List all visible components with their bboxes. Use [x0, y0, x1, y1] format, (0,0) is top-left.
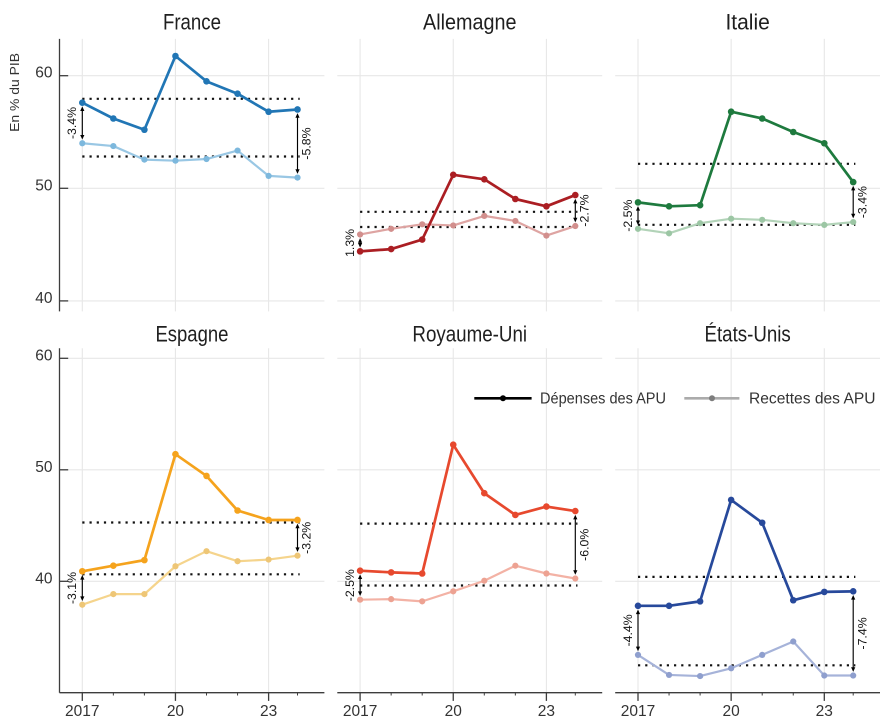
svg-text:-6.0%: -6.0%: [578, 529, 592, 561]
svg-text:50: 50: [35, 459, 53, 476]
svg-text:50: 50: [35, 177, 53, 194]
svg-text:60: 60: [35, 65, 53, 82]
svg-text:-3.4%: -3.4%: [855, 186, 869, 218]
svg-text:-5.8%: -5.8%: [300, 127, 314, 159]
svg-text:États-Unis: États-Unis: [705, 322, 791, 347]
svg-text:2017: 2017: [343, 703, 377, 720]
svg-text:40: 40: [35, 290, 53, 307]
svg-text:Dépenses des APU: Dépenses des APU: [540, 391, 666, 408]
svg-text:23: 23: [538, 703, 555, 720]
svg-text:-2.5%: -2.5%: [343, 569, 357, 601]
svg-text:20: 20: [445, 703, 463, 720]
svg-text:40: 40: [35, 570, 53, 587]
svg-text:Italie: Italie: [725, 9, 769, 34]
svg-text:1.3%: 1.3%: [343, 229, 357, 257]
svg-text:Royaume-Uni: Royaume-Uni: [412, 322, 527, 347]
svg-text:2017: 2017: [621, 703, 655, 720]
svg-text:23: 23: [260, 703, 277, 720]
svg-text:-4.4%: -4.4%: [621, 614, 635, 646]
svg-text:20: 20: [723, 703, 741, 720]
svg-text:Espagne: Espagne: [155, 322, 228, 347]
svg-text:En % du PIB: En % du PIB: [7, 53, 22, 132]
svg-text:60: 60: [35, 347, 53, 364]
svg-text:20: 20: [167, 703, 185, 720]
svg-text:-3.2%: -3.2%: [300, 522, 314, 554]
svg-text:Recettes des APU: Recettes des APU: [749, 391, 876, 408]
svg-text:France: France: [163, 9, 221, 34]
svg-text:23: 23: [816, 703, 833, 720]
svg-text:-3.4%: -3.4%: [65, 107, 79, 139]
svg-text:-2.7%: -2.7%: [578, 194, 592, 226]
svg-text:-7.4%: -7.4%: [855, 617, 869, 649]
svg-text:-3.1%: -3.1%: [65, 572, 79, 604]
svg-text:2017: 2017: [65, 703, 99, 720]
svg-text:Allemagne: Allemagne: [423, 9, 517, 34]
svg-text:-2.5%: -2.5%: [621, 199, 635, 231]
